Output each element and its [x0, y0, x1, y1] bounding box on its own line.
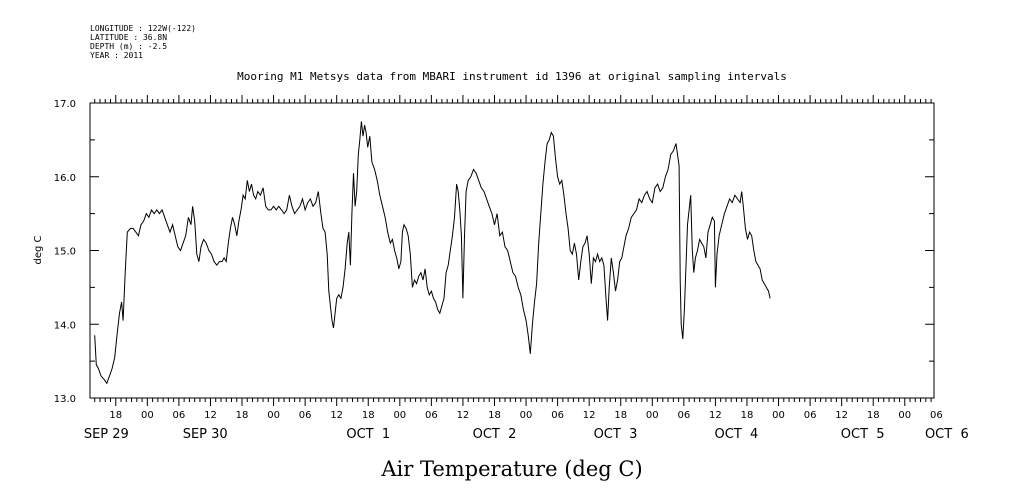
y-tick-label: 15.0 [54, 247, 76, 258]
chart-title: Mooring M1 Metsys data from MBARI instru… [237, 70, 787, 83]
y-tick-label: 17.0 [54, 99, 76, 110]
x-tick-label: 00 [898, 410, 911, 421]
x-tick-label: 18 [867, 410, 880, 421]
x-tick-label: 00 [141, 410, 154, 421]
x-tick-label: 18 [488, 410, 501, 421]
x-tick-label: 12 [583, 410, 596, 421]
date-label: OCT 3 [594, 427, 638, 442]
x-tick-label: 06 [551, 410, 564, 421]
x-tick-label: 00 [393, 410, 406, 421]
x-axis-label: Air Temperature (deg C) [380, 457, 642, 481]
x-tick-label: 06 [173, 410, 186, 421]
x-tick-label: 12 [330, 410, 343, 421]
plot-frame [89, 102, 935, 399]
y-tick-label: 14.0 [54, 320, 76, 331]
x-tick-label: 18 [109, 410, 122, 421]
date-label: SEP 29 [84, 427, 129, 442]
x-tick-label: 18 [362, 410, 375, 421]
x-tick-label: 06 [930, 410, 943, 421]
date-label: OCT 1 [346, 427, 390, 442]
x-tick-label: 00 [772, 410, 785, 421]
longitude-label: LONGITUDE : 122W(-122) [90, 24, 196, 33]
air-temperature-line [94, 121, 771, 385]
x-tick-label: 12 [835, 410, 848, 421]
x-tick-label: 00 [646, 410, 659, 421]
date-label: OCT 5 [841, 427, 885, 442]
date-label: OCT 4 [715, 427, 759, 442]
x-tick-label: 06 [804, 410, 817, 421]
latitude-label: LATITUDE : 36.8N [90, 33, 167, 42]
x-tick-label: 12 [709, 410, 722, 421]
x-tick-label: 12 [204, 410, 217, 421]
x-tick-label: 06 [425, 410, 438, 421]
x-tick-label: 06 [677, 410, 690, 421]
date-labels: SEP 29 SEP 30 OCT 1 OCT 2 OCT 3 OCT 4 OCT 5 OCT… [84, 427, 969, 442]
x-tick-label: 18 [236, 410, 249, 421]
y-tick-label: 16.0 [54, 173, 76, 184]
date-label: SEP 30 [183, 427, 228, 442]
y-axis-label: deg C [33, 235, 44, 264]
x-tick-label: 06 [299, 410, 312, 421]
series-lines [94, 121, 771, 385]
date-label: OCT 6 [925, 427, 969, 442]
date-label: OCT 2 [473, 427, 517, 442]
year-label: YEAR : 2011 [90, 51, 143, 60]
y-tick-label: 13.0 [54, 394, 76, 405]
x-axis: 18 00 06 12 18 00 06 12 18 00 06 12 18 00 06 12 18 00 06 12… [94, 95, 943, 421]
x-tick-label: 12 [457, 410, 470, 421]
x-tick-label: 00 [267, 410, 280, 421]
depth-label: DEPTH (m) : -2.5 [90, 42, 167, 51]
x-tick-label: 18 [741, 410, 754, 421]
x-tick-label: 00 [520, 410, 533, 421]
x-tick-label: 18 [614, 410, 627, 421]
y-axis: 13.0 14.0 15.0 16.0 17.0 [54, 99, 934, 405]
